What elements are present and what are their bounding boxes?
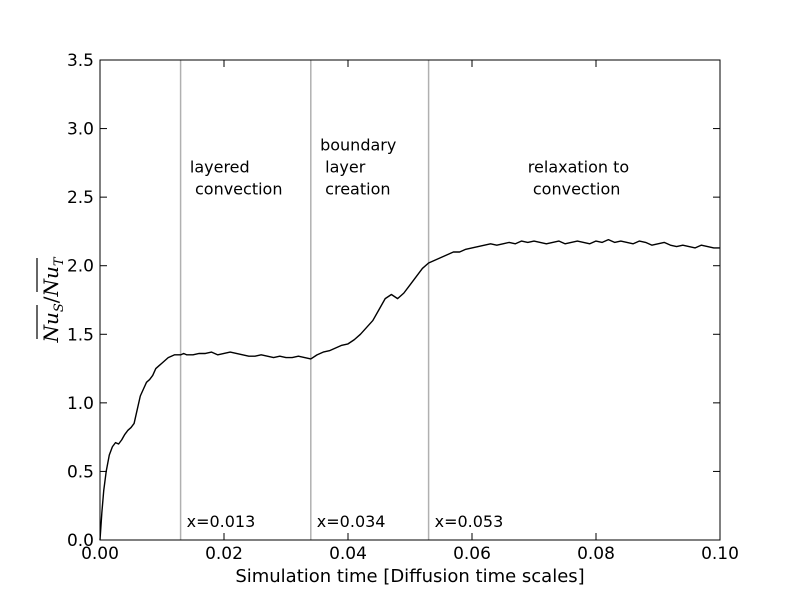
x-tick-label-5: 0.10 bbox=[701, 544, 739, 564]
vline-label-0: x=0.013 bbox=[187, 512, 256, 531]
ticks-layer: 0.00 0.02 0.04 0.06 0.08 0.10 0.0 0.5 1.0 1.5 2.0 2… bbox=[67, 51, 739, 564]
y-axis-label-text: NuS/NuT bbox=[39, 256, 67, 343]
annotation-0: layered convection bbox=[190, 157, 283, 198]
y-label-nu-t: Nu bbox=[39, 266, 63, 297]
x-tick-label-0: 0.00 bbox=[81, 544, 119, 564]
annotation-1: boundary layer creation bbox=[320, 136, 396, 199]
y-tick-label-5: 2.5 bbox=[67, 188, 94, 208]
vertical-lines: x=0.013 x=0.034 x=0.053 bbox=[179, 60, 504, 540]
x-tick-label-3: 0.06 bbox=[453, 544, 491, 564]
annotation-0-line-1: convection bbox=[190, 179, 283, 198]
x-tick-label-4: 0.08 bbox=[577, 544, 615, 564]
y-label-slash: / bbox=[39, 296, 63, 303]
y-tick-label-0: 0.0 bbox=[67, 531, 94, 551]
series-line-0 bbox=[99, 238, 720, 541]
y-tick-label-7: 3.5 bbox=[67, 51, 94, 71]
x-axis-label: Simulation time [Diffusion time scales] bbox=[235, 566, 584, 587]
y-label-sub-t: T bbox=[52, 256, 67, 266]
annotation-2-line-0: relaxation to bbox=[528, 157, 629, 176]
y-tick-label-4: 2.0 bbox=[67, 257, 94, 277]
annotation-1-line-2: creation bbox=[320, 180, 390, 199]
plot-frame bbox=[99, 59, 721, 541]
y-tick-label-3: 1.5 bbox=[67, 325, 94, 345]
annotation-2: relaxation to convection bbox=[528, 157, 629, 198]
annotations-layer: layered convection boundary layer creatio… bbox=[190, 136, 629, 199]
annotation-1-line-1: layer bbox=[320, 158, 366, 177]
x-tick-label-1: 0.02 bbox=[205, 544, 243, 564]
y-axis-label: NuS/NuT bbox=[36, 256, 67, 344]
y-tick-label-1: 0.5 bbox=[67, 462, 94, 482]
y-tick-label-2: 1.0 bbox=[67, 394, 94, 414]
annotation-0-line-0: layered bbox=[190, 157, 250, 176]
x-tick-label-2: 0.04 bbox=[329, 544, 367, 564]
annotation-2-line-1: convection bbox=[528, 179, 621, 198]
vline-label-2: x=0.053 bbox=[435, 512, 504, 531]
y-tick-label-6: 3.0 bbox=[67, 120, 94, 140]
y-label-nu-s: Nu bbox=[39, 312, 63, 343]
annotation-1-line-0: boundary bbox=[320, 136, 396, 155]
series-layer bbox=[99, 238, 720, 541]
vline-label-1: x=0.034 bbox=[317, 512, 386, 531]
y-label-sub-s: S bbox=[52, 303, 67, 312]
